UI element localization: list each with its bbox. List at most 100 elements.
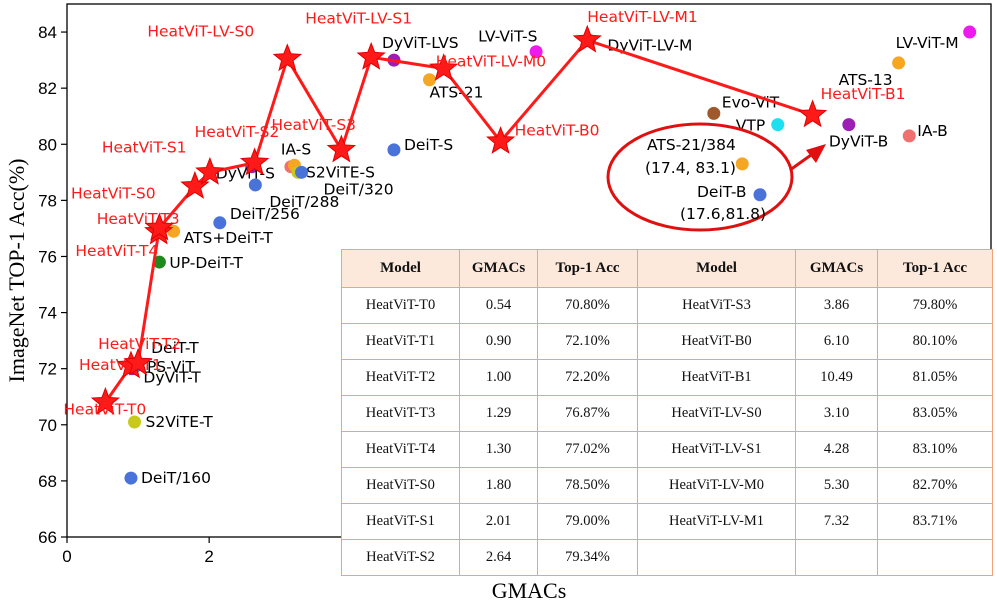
baseline-label: DeiT-T	[151, 339, 199, 357]
callout-text: (17.4, 83.1)	[645, 159, 736, 177]
table-cell: HeatViT-T0	[341, 287, 460, 324]
baseline-point	[152, 255, 166, 269]
baseline-point	[902, 129, 916, 143]
x-axis-title: GMACs	[492, 578, 567, 603]
table-header: GMACs	[795, 249, 878, 288]
baseline-point	[735, 157, 749, 171]
y-tick-label: 78	[38, 191, 57, 210]
table-header: GMACs	[459, 249, 538, 288]
table-header: Top-1 Acc	[877, 249, 993, 288]
table-cell: 72.10%	[537, 323, 638, 360]
y-tick-label: 72	[38, 360, 57, 379]
heatvit-star	[572, 24, 602, 53]
table-cell: 1.30	[459, 431, 538, 468]
table-cell: HeatViT-S2	[341, 539, 460, 576]
baseline-label: ATS+DeiT-T	[184, 229, 274, 247]
baseline-label: ATS-13	[839, 71, 893, 89]
table-cell: HeatViT-LV-S0	[637, 395, 796, 432]
heatvit-star	[429, 53, 459, 81]
table-cell: HeatViT-S3	[637, 287, 796, 324]
table-cell: 1.29	[459, 395, 538, 432]
baseline-label: S2ViTE-T	[146, 413, 214, 431]
callout-ellipse	[606, 122, 794, 232]
callout-text: DeiT-B	[697, 183, 747, 201]
table-cell: 5.30	[795, 467, 878, 504]
table-cell: 83.71%	[877, 503, 993, 540]
table-cell: 70.80%	[537, 287, 638, 324]
heatvit-label: HeatViT-LV-M1	[587, 8, 697, 26]
table-cell: HeatViT-LV-M1	[637, 503, 796, 540]
baseline-point	[842, 118, 856, 132]
baseline-label: PS-ViT	[147, 358, 195, 376]
heatvit-star	[123, 347, 153, 376]
heatvit-label: HeatViT-S0	[71, 184, 156, 202]
heatvit-label: HeatViT-T0	[63, 400, 146, 418]
table-cell: 79.80%	[877, 287, 993, 324]
table-cell: HeatViT-S0	[341, 467, 460, 504]
table-row: HeatViT-S1 2.01 79.00% HeatViT-LV-M1 7.3…	[341, 503, 993, 540]
y-axis-title: ImageNet TOP-1 Acc(%)	[4, 158, 29, 382]
baseline-label: DeiT-S	[404, 136, 453, 154]
table-header: Model	[637, 249, 796, 288]
table-cell: 1.80	[459, 467, 538, 504]
table-cell: 80.10%	[877, 323, 993, 360]
baseline-label: IA-S	[281, 141, 311, 159]
table-cell: 83.05%	[877, 395, 993, 432]
heatvit-star	[144, 212, 175, 241]
heatvit-label: HeatViT-LV-M0	[436, 53, 546, 71]
table-cell: 0.54	[459, 287, 538, 324]
y-tick-label: 82	[38, 79, 57, 98]
table-row: HeatViT-T0 0.54 70.80% HeatViT-S3 3.86 7…	[341, 287, 993, 324]
baseline-label: DeiT/256	[230, 205, 300, 223]
table-cell: 76.87%	[537, 395, 638, 432]
table-cell: HeatViT-T4	[341, 431, 460, 468]
heatvit-label: HeatViT-LV-S1	[305, 9, 412, 27]
baseline-label: LV-ViT-S	[478, 28, 537, 46]
baseline-label: DyViT-B	[829, 133, 888, 151]
baseline-point	[387, 143, 401, 157]
baseline-label: S2ViTE-S	[306, 163, 375, 181]
baseline-label: DyViT-LV-M	[607, 36, 692, 54]
baseline-label: DyViT-S	[216, 165, 275, 183]
table-cell: 3.10	[795, 395, 878, 432]
results-table: Model GMACs Top-1 Acc Model GMACs Top-1 …	[341, 249, 993, 576]
table-row: HeatViT-T3 1.29 76.87% HeatViT-LV-S0 3.1…	[341, 395, 993, 432]
table-cell: 1.00	[459, 359, 538, 396]
table-row: HeatViT-T1 0.90 72.10% HeatViT-B0 6.10 8…	[341, 323, 993, 360]
table-cell: HeatViT-T1	[341, 323, 460, 360]
baseline-point	[707, 106, 721, 120]
table-cell: 79.00%	[537, 503, 638, 540]
table-cell: 4.28	[795, 431, 878, 468]
table-cell: 2.01	[459, 503, 538, 540]
y-tick-label: 84	[38, 23, 57, 42]
baseline-label: DyViT-T	[143, 369, 201, 387]
heatvit-star	[239, 147, 270, 176]
table-cell: HeatViT-LV-S1	[637, 431, 796, 468]
table-cell: 0.90	[459, 323, 538, 360]
table-cell: 72.20%	[537, 359, 638, 396]
y-tick-label: 68	[38, 472, 57, 491]
y-tick-label: 66	[38, 528, 57, 547]
table-cell: 78.50%	[537, 467, 638, 504]
baseline-label: UP-DeiT-T	[169, 254, 243, 272]
table-cell: HeatViT-T2	[341, 359, 460, 396]
heatvit-label: HeatViT-S3	[271, 116, 356, 134]
callout-text: ATS-21/384	[647, 136, 736, 154]
table-cell: 82.70%	[877, 467, 993, 504]
heatvit-label: HeatViT-S1	[102, 138, 187, 156]
heatvit-label: HeatViT-LV-S0	[147, 23, 254, 41]
table-cell: 79.34%	[537, 539, 638, 576]
heatvit-star	[485, 126, 516, 154]
heatvit-label: HeatViT-B0	[515, 121, 600, 139]
table-row: HeatViT-T2 1.00 72.20% HeatViT-B1 10.49 …	[341, 359, 993, 396]
baseline-point	[213, 216, 227, 230]
baseline-label: DeiT/160	[141, 469, 211, 487]
baseline-label: DyViT-LVS	[382, 34, 459, 52]
heatvit-label: HeatViT-T4	[75, 242, 158, 260]
table-cell: 77.02%	[537, 431, 638, 468]
baseline-label: ATS-21	[429, 84, 483, 102]
table-cell: 81.05%	[877, 359, 993, 396]
heatvit-star	[195, 156, 225, 185]
table-cell: HeatViT-B1	[637, 359, 796, 396]
